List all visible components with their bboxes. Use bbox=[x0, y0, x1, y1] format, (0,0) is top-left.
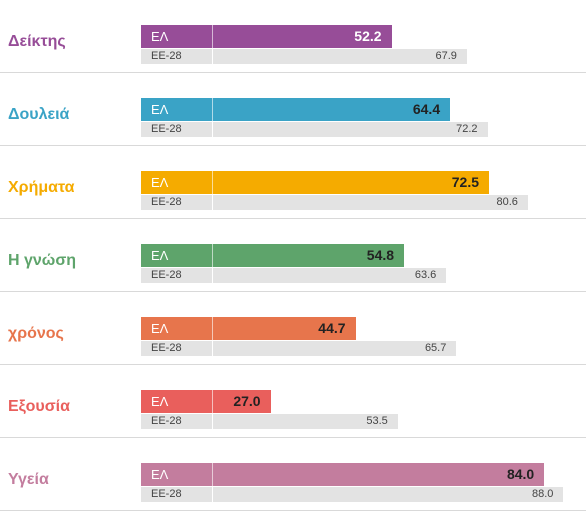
bar-el-series-label: ΕΛ bbox=[151, 321, 169, 336]
bar-eu28-separator bbox=[212, 122, 213, 137]
bar-el: ΕΛ 64.4 bbox=[141, 98, 451, 121]
bar-eu28-series-label: ΕΕ-28 bbox=[151, 196, 182, 208]
bar-el-separator bbox=[212, 463, 213, 486]
bar-eu28: ΕΕ-28 72.2 bbox=[141, 122, 488, 137]
category-label: Η γνώση bbox=[8, 252, 77, 269]
bar-eu28-value: 88.0 bbox=[531, 488, 554, 500]
row-divider bbox=[0, 72, 586, 73]
bar-eu28-value: 72.2 bbox=[456, 123, 478, 135]
bar-eu28: ΕΕ-28 63.6 bbox=[141, 268, 447, 283]
bar-eu28-separator bbox=[212, 195, 213, 210]
bar-el: ΕΛ 84.0 bbox=[141, 463, 545, 486]
chart-row: Εξουσία ΕΛ 27.0 ΕΕ-28 53.5 bbox=[0, 365, 586, 438]
bar-eu28: ΕΕ-28 53.5 bbox=[141, 414, 398, 429]
bar-eu28-series-label: ΕΕ-28 bbox=[151, 488, 182, 500]
chart-row: χρόνος ΕΛ 44.7 ΕΕ-28 65.7 bbox=[0, 292, 586, 365]
bar-el-series-label: ΕΛ bbox=[151, 467, 169, 482]
bar-el: ΕΛ 27.0 bbox=[141, 390, 271, 413]
bar-el-separator bbox=[212, 244, 213, 267]
bar-eu28-series-label: ΕΕ-28 bbox=[151, 342, 182, 354]
chart-row: Δουλειά ΕΛ 64.4 ΕΕ-28 72.2 bbox=[0, 73, 586, 146]
bar-eu28-separator bbox=[212, 341, 213, 356]
bar-eu28: ΕΕ-28 88.0 bbox=[141, 487, 564, 502]
chart-row: Δείκτης ΕΛ 52.2 ΕΕ-28 67.9 bbox=[0, 0, 586, 73]
chart-row: Υγεία ΕΛ 84.0 ΕΕ-28 88.0 bbox=[0, 438, 586, 511]
bar-el-separator bbox=[212, 171, 213, 194]
bar-eu28-separator bbox=[212, 487, 213, 502]
bar-el-separator bbox=[212, 25, 213, 48]
row-divider bbox=[0, 218, 586, 219]
bar-el-value: 84.0 bbox=[506, 466, 535, 482]
bar-eu28-separator bbox=[212, 268, 213, 283]
bar-el: ΕΛ 52.2 bbox=[141, 25, 392, 48]
bar-eu28: ΕΕ-28 67.9 bbox=[141, 49, 467, 64]
category-label: Δουλειά bbox=[8, 106, 70, 123]
bar-eu28: ΕΕ-28 65.7 bbox=[141, 341, 457, 356]
bar-el-series-label: ΕΛ bbox=[151, 102, 169, 117]
chart-row: Χρήματα ΕΛ 72.5 ΕΕ-28 80.6 bbox=[0, 146, 586, 219]
bar-eu28: ΕΕ-28 80.6 bbox=[141, 195, 528, 210]
bar-el-value: 64.4 bbox=[412, 101, 441, 117]
bar-el-series-label: ΕΛ bbox=[151, 29, 169, 44]
bar-eu28-value: 53.5 bbox=[366, 415, 388, 427]
bar-el-value: 72.5 bbox=[451, 174, 479, 190]
bar-eu28-separator bbox=[212, 414, 213, 429]
category-label: Χρήματα bbox=[8, 179, 75, 196]
bar-el: ΕΛ 54.8 bbox=[141, 244, 405, 267]
bar-el-separator bbox=[212, 390, 213, 413]
category-label: Εξουσία bbox=[8, 398, 70, 415]
bar-eu28-value: 80.6 bbox=[496, 196, 518, 208]
row-divider bbox=[0, 291, 586, 292]
row-divider bbox=[0, 510, 586, 511]
bar-el-series-label: ΕΛ bbox=[151, 248, 169, 263]
category-label: χρόνος bbox=[8, 325, 64, 342]
bar-eu28-series-label: ΕΕ-28 bbox=[151, 123, 182, 135]
row-divider bbox=[0, 364, 586, 365]
bar-eu28-value: 63.6 bbox=[414, 269, 437, 281]
bar-el-value: 52.2 bbox=[354, 28, 382, 44]
bar-el-separator bbox=[212, 317, 213, 340]
bar-el-separator bbox=[212, 98, 213, 121]
row-divider bbox=[0, 145, 586, 146]
bar-eu28-separator bbox=[212, 49, 213, 64]
row-divider bbox=[0, 437, 586, 438]
bar-eu28-series-label: ΕΕ-28 bbox=[151, 50, 182, 62]
bar-eu28-value: 67.9 bbox=[435, 50, 457, 62]
bar-el: ΕΛ 44.7 bbox=[141, 317, 356, 340]
bar-el: ΕΛ 72.5 bbox=[141, 171, 489, 194]
bar-el-value: 27.0 bbox=[233, 393, 261, 409]
bar-eu28-series-label: ΕΕ-28 bbox=[151, 415, 182, 427]
bar-eu28-series-label: ΕΕ-28 bbox=[151, 269, 182, 281]
bar-el-series-label: ΕΛ bbox=[151, 394, 169, 409]
chart-row: Η γνώση ΕΛ 54.8 ΕΕ-28 63.6 bbox=[0, 219, 586, 292]
bar-eu28-value: 65.7 bbox=[424, 342, 447, 354]
category-label: Δείκτης bbox=[8, 33, 66, 50]
bar-el-series-label: ΕΛ bbox=[151, 175, 169, 190]
bar-el-value: 44.7 bbox=[318, 320, 346, 336]
bar-el-value: 54.8 bbox=[366, 247, 395, 263]
category-label: Υγεία bbox=[8, 471, 49, 488]
